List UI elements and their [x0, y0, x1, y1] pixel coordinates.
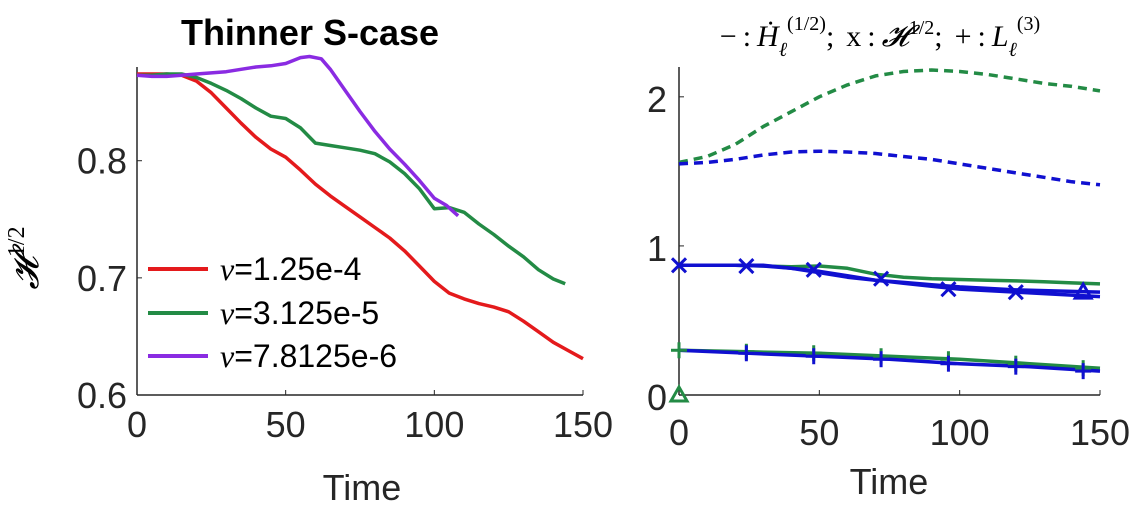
plus-marker-blue	[873, 351, 890, 368]
plus-marker-blue	[738, 345, 755, 362]
plus-marker-blue	[805, 348, 822, 365]
right-chart: −: Ḣℓ(1/2); x: 𝓗1/2; +: Lℓ(3) 0 50 100 150 0 1 2 Ti…	[647, 13, 1130, 502]
right-chart-title: −: Ḣℓ(1/2); x: 𝓗1/2; +: Lℓ(3)	[720, 13, 1040, 61]
left-x-tick-label: 100	[404, 404, 464, 445]
right-axes: 0 50 100 150 0 1 2	[647, 67, 1130, 453]
left-legend: ν=1.25e-4 ν=3.125e-5 ν=7.8125e-6	[148, 251, 397, 374]
triangle-marker-2	[1072, 281, 1094, 300]
left-y-axis-label: 𝓗1/2	[4, 226, 46, 289]
x-marker	[873, 270, 890, 287]
svg-text:ν=1.25e-4: ν=1.25e-4	[220, 251, 361, 287]
plus-marker-green	[671, 342, 687, 359]
right-series-line-2	[678, 149, 1101, 187]
x-marker	[805, 261, 822, 278]
left-chart-title: Thinner S-case	[181, 12, 439, 53]
legend-nu-symbol: ν	[220, 251, 235, 287]
x-marker	[670, 257, 688, 274]
svg-text:ν=7.8125e-6: ν=7.8125e-6	[220, 338, 397, 374]
left-x-tick-label: 0	[127, 404, 147, 445]
left-series-line-1	[137, 72, 584, 361]
x-marker	[940, 281, 957, 298]
right-x-axis-label: Time	[850, 461, 929, 502]
left-x-tick-label: 50	[266, 404, 306, 445]
left-y-tick-label: 0.8	[77, 141, 127, 182]
left-series-line-2	[137, 72, 566, 286]
x-marker	[738, 257, 755, 275]
right-x-tick-label: 150	[1070, 412, 1130, 453]
svg-text:ν=3.125e-5: ν=3.125e-5	[220, 295, 379, 331]
legend-nu-symbol: ν	[220, 338, 235, 374]
legend-entry-3: ν=7.8125e-6	[148, 338, 397, 374]
left-chart: Thinner S-case 𝓗1/2 0 50 100 150 0.6 0.7 0.8 ν…	[4, 12, 613, 508]
plus-marker-blue	[1075, 363, 1092, 380]
legend-entry-2: ν=3.125e-5	[148, 295, 379, 331]
x-marker	[1007, 284, 1024, 301]
legend-nu-symbol: ν	[220, 295, 235, 331]
right-series-line-1	[678, 68, 1101, 165]
triangle-marker-1	[668, 383, 690, 403]
y-label-superscript: 1/2	[4, 226, 30, 257]
plus-marker-blue	[940, 355, 957, 372]
right-x-tick-label: 50	[799, 412, 839, 453]
right-x-tick-label: 100	[930, 412, 990, 453]
right-y-tick-label: 2	[647, 79, 667, 120]
right-y-tick-label: 1	[647, 228, 667, 269]
right-y-tick-label: 0	[647, 377, 667, 418]
legend-label-nu-3.125e-5: =3.125e-5	[234, 295, 379, 331]
left-x-axis-label: Time	[323, 467, 402, 508]
plus-marker-blue	[1007, 358, 1024, 375]
left-axes: 0 50 100 150 0.6 0.7 0.8	[77, 67, 613, 445]
left-series-group	[136, 54, 584, 361]
svg-text:𝓗1/2: 𝓗1/2	[4, 226, 46, 289]
legend-entry-1: ν=1.25e-4	[148, 251, 361, 287]
left-y-tick-label: 0.7	[77, 258, 127, 299]
right-series-line-5	[679, 263, 1101, 294]
left-series-line-3	[136, 54, 460, 218]
right-series-group	[678, 68, 1101, 373]
left-y-tick-label: 0.6	[77, 375, 127, 416]
right-x-tick-label: 0	[669, 412, 689, 453]
left-x-tick-label: 150	[553, 404, 613, 445]
legend-label-nu-7.8125e-6: =7.8125e-6	[234, 338, 397, 374]
right-markers-group	[668, 257, 1094, 403]
legend-label-nu-1.25e-4: =1.25e-4	[234, 251, 361, 287]
